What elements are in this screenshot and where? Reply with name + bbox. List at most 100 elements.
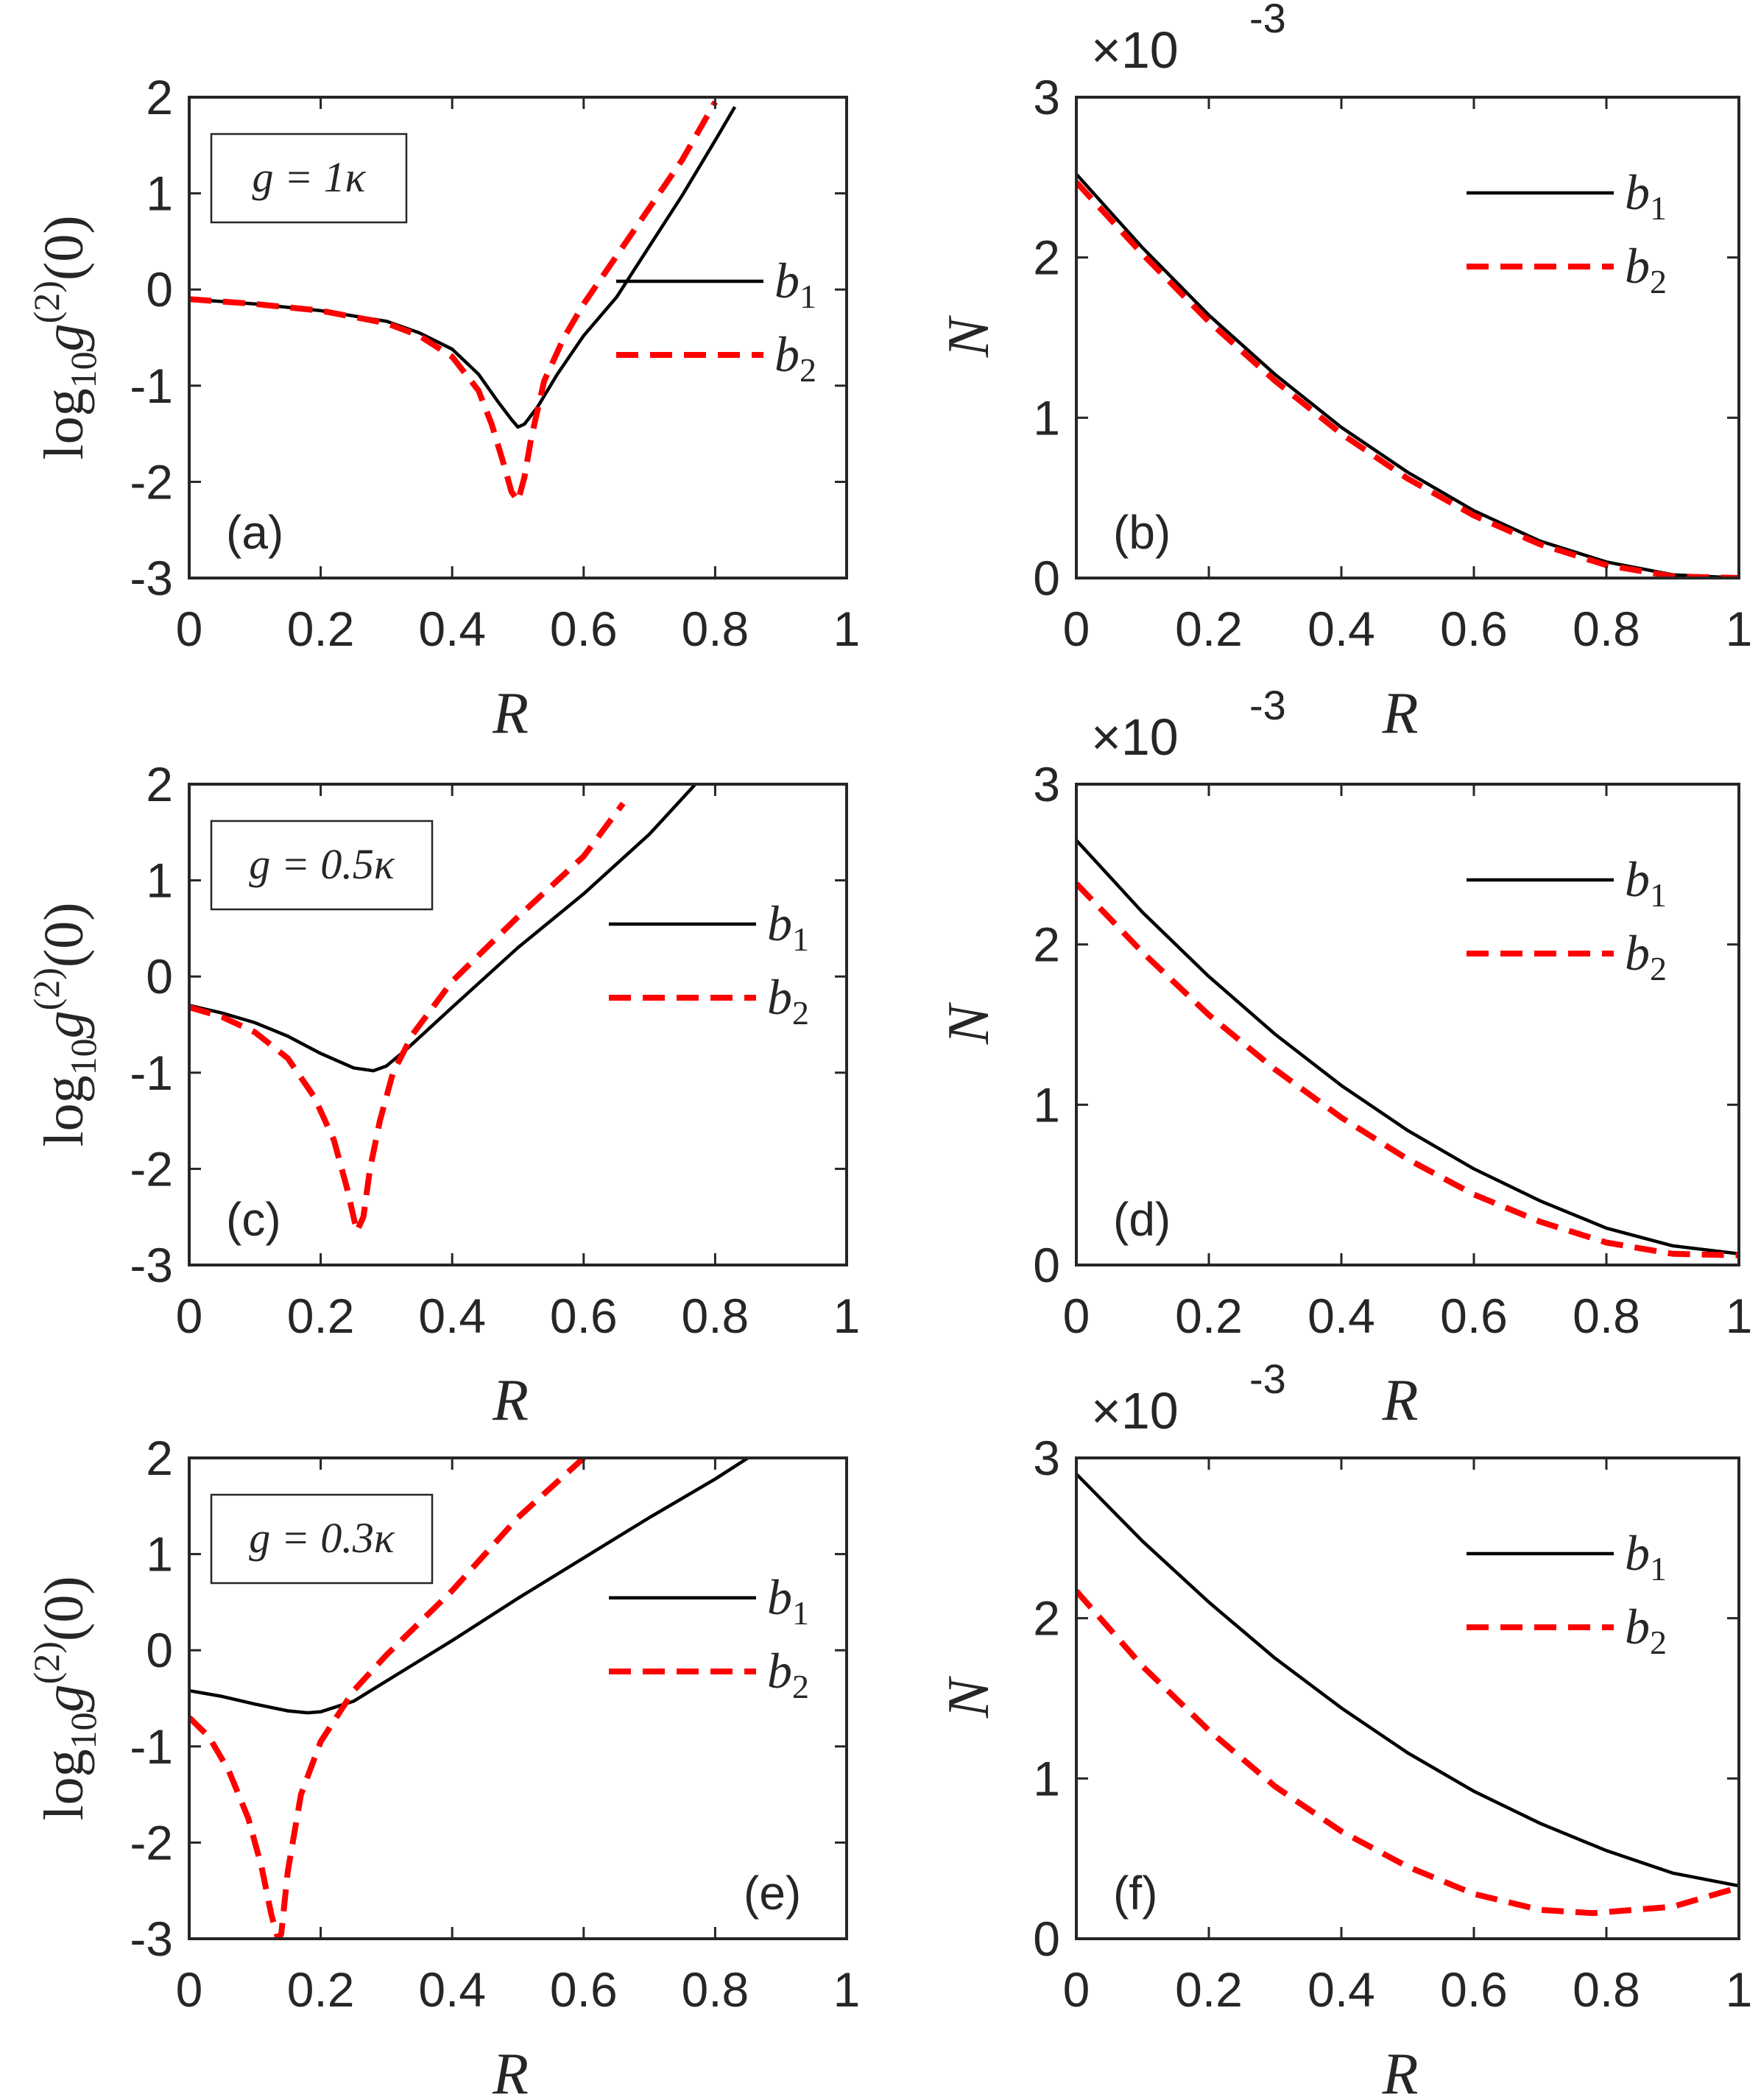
legend-b2-label: b2 (767, 1643, 809, 1705)
exponent-value: -3 (1249, 1356, 1286, 1402)
x-tick-label: 1 (1726, 1289, 1753, 1343)
y-tick-label: -3 (130, 1238, 173, 1292)
y-tick-label: -1 (130, 1719, 173, 1774)
x-tick-label: 0.6 (550, 1289, 618, 1343)
legend-b2-label: b2 (1625, 925, 1667, 987)
x-tick-label: 1 (833, 1962, 861, 2017)
annotation-box (210, 820, 434, 911)
y-tick-label: 2 (146, 757, 173, 811)
panel-label: (a) (226, 506, 283, 559)
plot-frame (1075, 783, 1740, 1266)
y-axis-label: N (936, 314, 1001, 358)
plot-frame (188, 96, 848, 579)
panel-label: (d) (1113, 1193, 1171, 1246)
y-tick-label: 2 (1033, 917, 1060, 972)
y-tick-label: 1 (146, 166, 173, 221)
y-tick-label: 3 (1033, 70, 1060, 124)
x-axis-label: R (1382, 1368, 1419, 1433)
series-b1-line (1076, 172, 1739, 578)
series-b1-line (1076, 1473, 1739, 1888)
y-tick-label: -2 (130, 454, 173, 509)
x-tick-label: 0.2 (287, 1962, 355, 2017)
exponent-label: ×10 (1091, 708, 1179, 766)
x-axis-label: R (492, 2042, 529, 2100)
plot-frame (1075, 1456, 1740, 1940)
x-tick-label: 0.8 (682, 1962, 749, 2017)
x-tick-label: 0 (176, 602, 203, 656)
x-tick-label: 0.4 (418, 602, 486, 656)
series-b1-line (189, 105, 737, 429)
panel-label: (b) (1113, 506, 1171, 559)
x-tick-label: 0.4 (418, 1962, 486, 2017)
y-axis-label: N (936, 1001, 1001, 1045)
y-tick-label: 1 (1033, 1751, 1060, 1805)
x-tick-label: 1 (1726, 1962, 1753, 2017)
x-tick-label: 0 (176, 1289, 203, 1343)
y-tick-label: 2 (146, 1431, 173, 1485)
exponent-value: -3 (1249, 0, 1286, 41)
y-tick-label: -3 (130, 1912, 173, 1966)
panel-label: (f) (1113, 1867, 1157, 1920)
y-tick-label: 0 (1033, 1912, 1060, 1966)
annotation-text: g = 0.3κ (249, 1514, 395, 1562)
exponent-value: -3 (1249, 682, 1286, 728)
x-tick-label: 0.6 (550, 602, 618, 656)
x-tick-label: 0.4 (1307, 1962, 1375, 2017)
x-tick-label: 0.8 (1573, 1962, 1640, 2017)
legend-b2-label: b2 (1625, 238, 1667, 300)
y-axis-label: log10g(2)(0) (26, 1576, 104, 1820)
plot-frame (1075, 96, 1740, 579)
y-tick-label: 1 (1033, 390, 1060, 445)
y-tick-label: 2 (1033, 230, 1060, 285)
series-b2-line (189, 100, 718, 504)
x-axis-label: R (1382, 681, 1419, 746)
x-tick-label: 1 (833, 1289, 861, 1343)
x-tick-label: 0 (1063, 1962, 1090, 2017)
legend-b2-label: b2 (1625, 1599, 1667, 1661)
x-tick-label: 0.6 (1440, 1289, 1508, 1343)
y-tick-label: 1 (146, 853, 173, 908)
x-tick-label: 0.6 (550, 1962, 618, 2017)
x-tick-label: 0.2 (287, 602, 355, 656)
series-b2-line (1076, 180, 1739, 578)
annotation-box (210, 133, 408, 224)
x-tick-label: 1 (1726, 602, 1753, 656)
legend-b1-label: b1 (1625, 1525, 1667, 1588)
x-tick-label: 0.4 (1307, 602, 1375, 656)
y-tick-label: 0 (1033, 551, 1060, 605)
annotation-text: g = 0.5κ (249, 840, 395, 888)
plot-frame (188, 1456, 848, 1940)
y-tick-label: -3 (130, 551, 173, 605)
panel-label: (c) (226, 1193, 281, 1246)
legend-b2-label: b2 (774, 326, 816, 389)
x-tick-label: 0 (1063, 602, 1090, 656)
x-tick-label: 0.8 (1573, 1289, 1640, 1343)
legend-b1-label: b1 (767, 895, 809, 958)
legend-b1-label: b1 (1625, 164, 1667, 227)
y-tick-label: 0 (146, 262, 173, 317)
series-b1-line (189, 1458, 749, 1715)
legend-b1-label: b1 (1625, 851, 1667, 914)
series-b1-line (189, 784, 697, 1073)
annotation-text: g = 1κ (253, 153, 367, 201)
x-tick-label: 0.2 (1175, 1962, 1243, 2017)
series-b2-line (1076, 881, 1739, 1258)
y-tick-label: 0 (146, 949, 173, 1004)
y-axis-label: N (936, 1675, 1001, 1719)
y-tick-label: -2 (130, 1141, 173, 1196)
x-tick-label: 0.6 (1440, 602, 1508, 656)
plot-frame (188, 783, 848, 1266)
x-tick-label: 1 (833, 602, 861, 656)
x-tick-label: 0.8 (682, 1289, 749, 1343)
x-tick-label: 0 (176, 1962, 203, 2017)
series-b2-line (1076, 1589, 1739, 1917)
y-tick-label: 3 (1033, 757, 1060, 811)
y-tick-label: 0 (146, 1623, 173, 1677)
y-tick-label: -1 (130, 1046, 173, 1100)
y-tick-label: 2 (146, 70, 173, 124)
series-b2-line (189, 801, 626, 1235)
y-axis-label: log10g(2)(0) (26, 215, 104, 459)
